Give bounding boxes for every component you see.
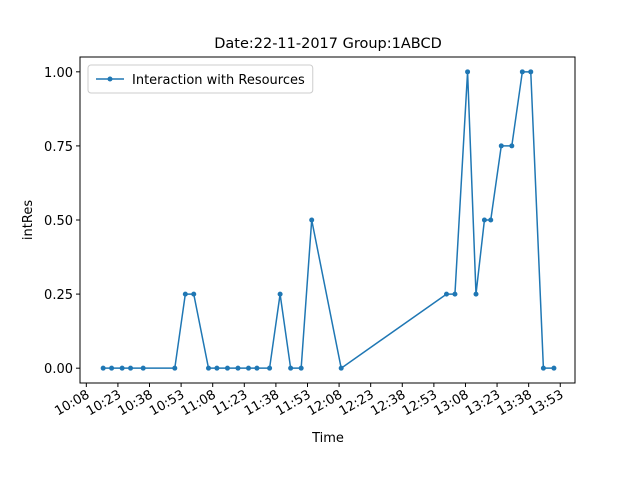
- x-tick-label: 10:23: [84, 387, 124, 419]
- y-tick-label: 0.75: [44, 140, 73, 155]
- data-point: [214, 365, 220, 371]
- x-tick-label: 13:53: [526, 387, 566, 419]
- x-tick-label: 10:53: [147, 387, 187, 419]
- x-tick-label: 13:08: [432, 387, 472, 419]
- x-tick-label: 11:53: [274, 387, 314, 419]
- data-point: [528, 69, 534, 75]
- y-axis-label: intRes: [21, 200, 36, 240]
- data-point: [498, 143, 504, 149]
- plot-frame: [79, 56, 576, 384]
- x-axis-label: Time: [311, 431, 344, 446]
- x-tick-label: 11:38: [242, 387, 282, 419]
- y-tick-label: 0.25: [44, 288, 73, 303]
- data-point: [191, 291, 197, 297]
- data-point: [309, 217, 315, 223]
- x-tick-label: 11:08: [179, 387, 219, 419]
- data-point: [551, 365, 557, 371]
- data-line: [103, 71, 554, 370]
- x-tick-label: 13:38: [495, 387, 535, 419]
- data-point: [235, 365, 241, 371]
- y-tick-label: 1.00: [44, 66, 73, 81]
- chart-title: Date:22-11-2017 Group:1ABCD: [214, 36, 442, 52]
- data-point: [288, 365, 294, 371]
- data-point: [444, 291, 450, 297]
- x-tick-label: 11:23: [210, 387, 250, 419]
- data-point: [109, 365, 115, 371]
- data-point: [473, 291, 479, 297]
- legend-box: [87, 64, 314, 94]
- data-point: [267, 365, 273, 371]
- data-point: [452, 291, 458, 297]
- data-point: [182, 291, 188, 297]
- data-point: [540, 365, 546, 371]
- data-point: [465, 69, 471, 75]
- x-tick-label: 12:08: [305, 387, 345, 419]
- data-point: [246, 365, 252, 371]
- x-tick-label: 12:38: [368, 387, 408, 419]
- x-tick-label: 10:08: [52, 387, 92, 419]
- data-point: [172, 365, 178, 371]
- data-point: [119, 365, 125, 371]
- x-tick-label: 12:23: [337, 387, 377, 419]
- x-tick-label: 12:53: [400, 387, 440, 419]
- data-point: [205, 365, 211, 371]
- legend-marker: [107, 76, 113, 82]
- data-point: [277, 291, 283, 297]
- data-point: [128, 365, 134, 371]
- y-tick-label: 0.50: [44, 214, 73, 229]
- data-point: [224, 365, 230, 371]
- data-point: [254, 365, 260, 371]
- data-point: [140, 365, 146, 371]
- data-point: [481, 217, 487, 223]
- legend: Interaction with Resources: [87, 64, 314, 94]
- data-point: [338, 365, 344, 371]
- legend-label: Interaction with Resources: [132, 73, 305, 88]
- x-tick-label: 10:38: [116, 387, 156, 419]
- data-point: [100, 365, 106, 371]
- data-point: [488, 217, 494, 223]
- x-tick-label: 13:23: [463, 387, 503, 419]
- data-point: [519, 69, 525, 75]
- data-point: [509, 143, 515, 149]
- data-point: [298, 365, 304, 371]
- y-tick-label: 0.00: [44, 362, 73, 377]
